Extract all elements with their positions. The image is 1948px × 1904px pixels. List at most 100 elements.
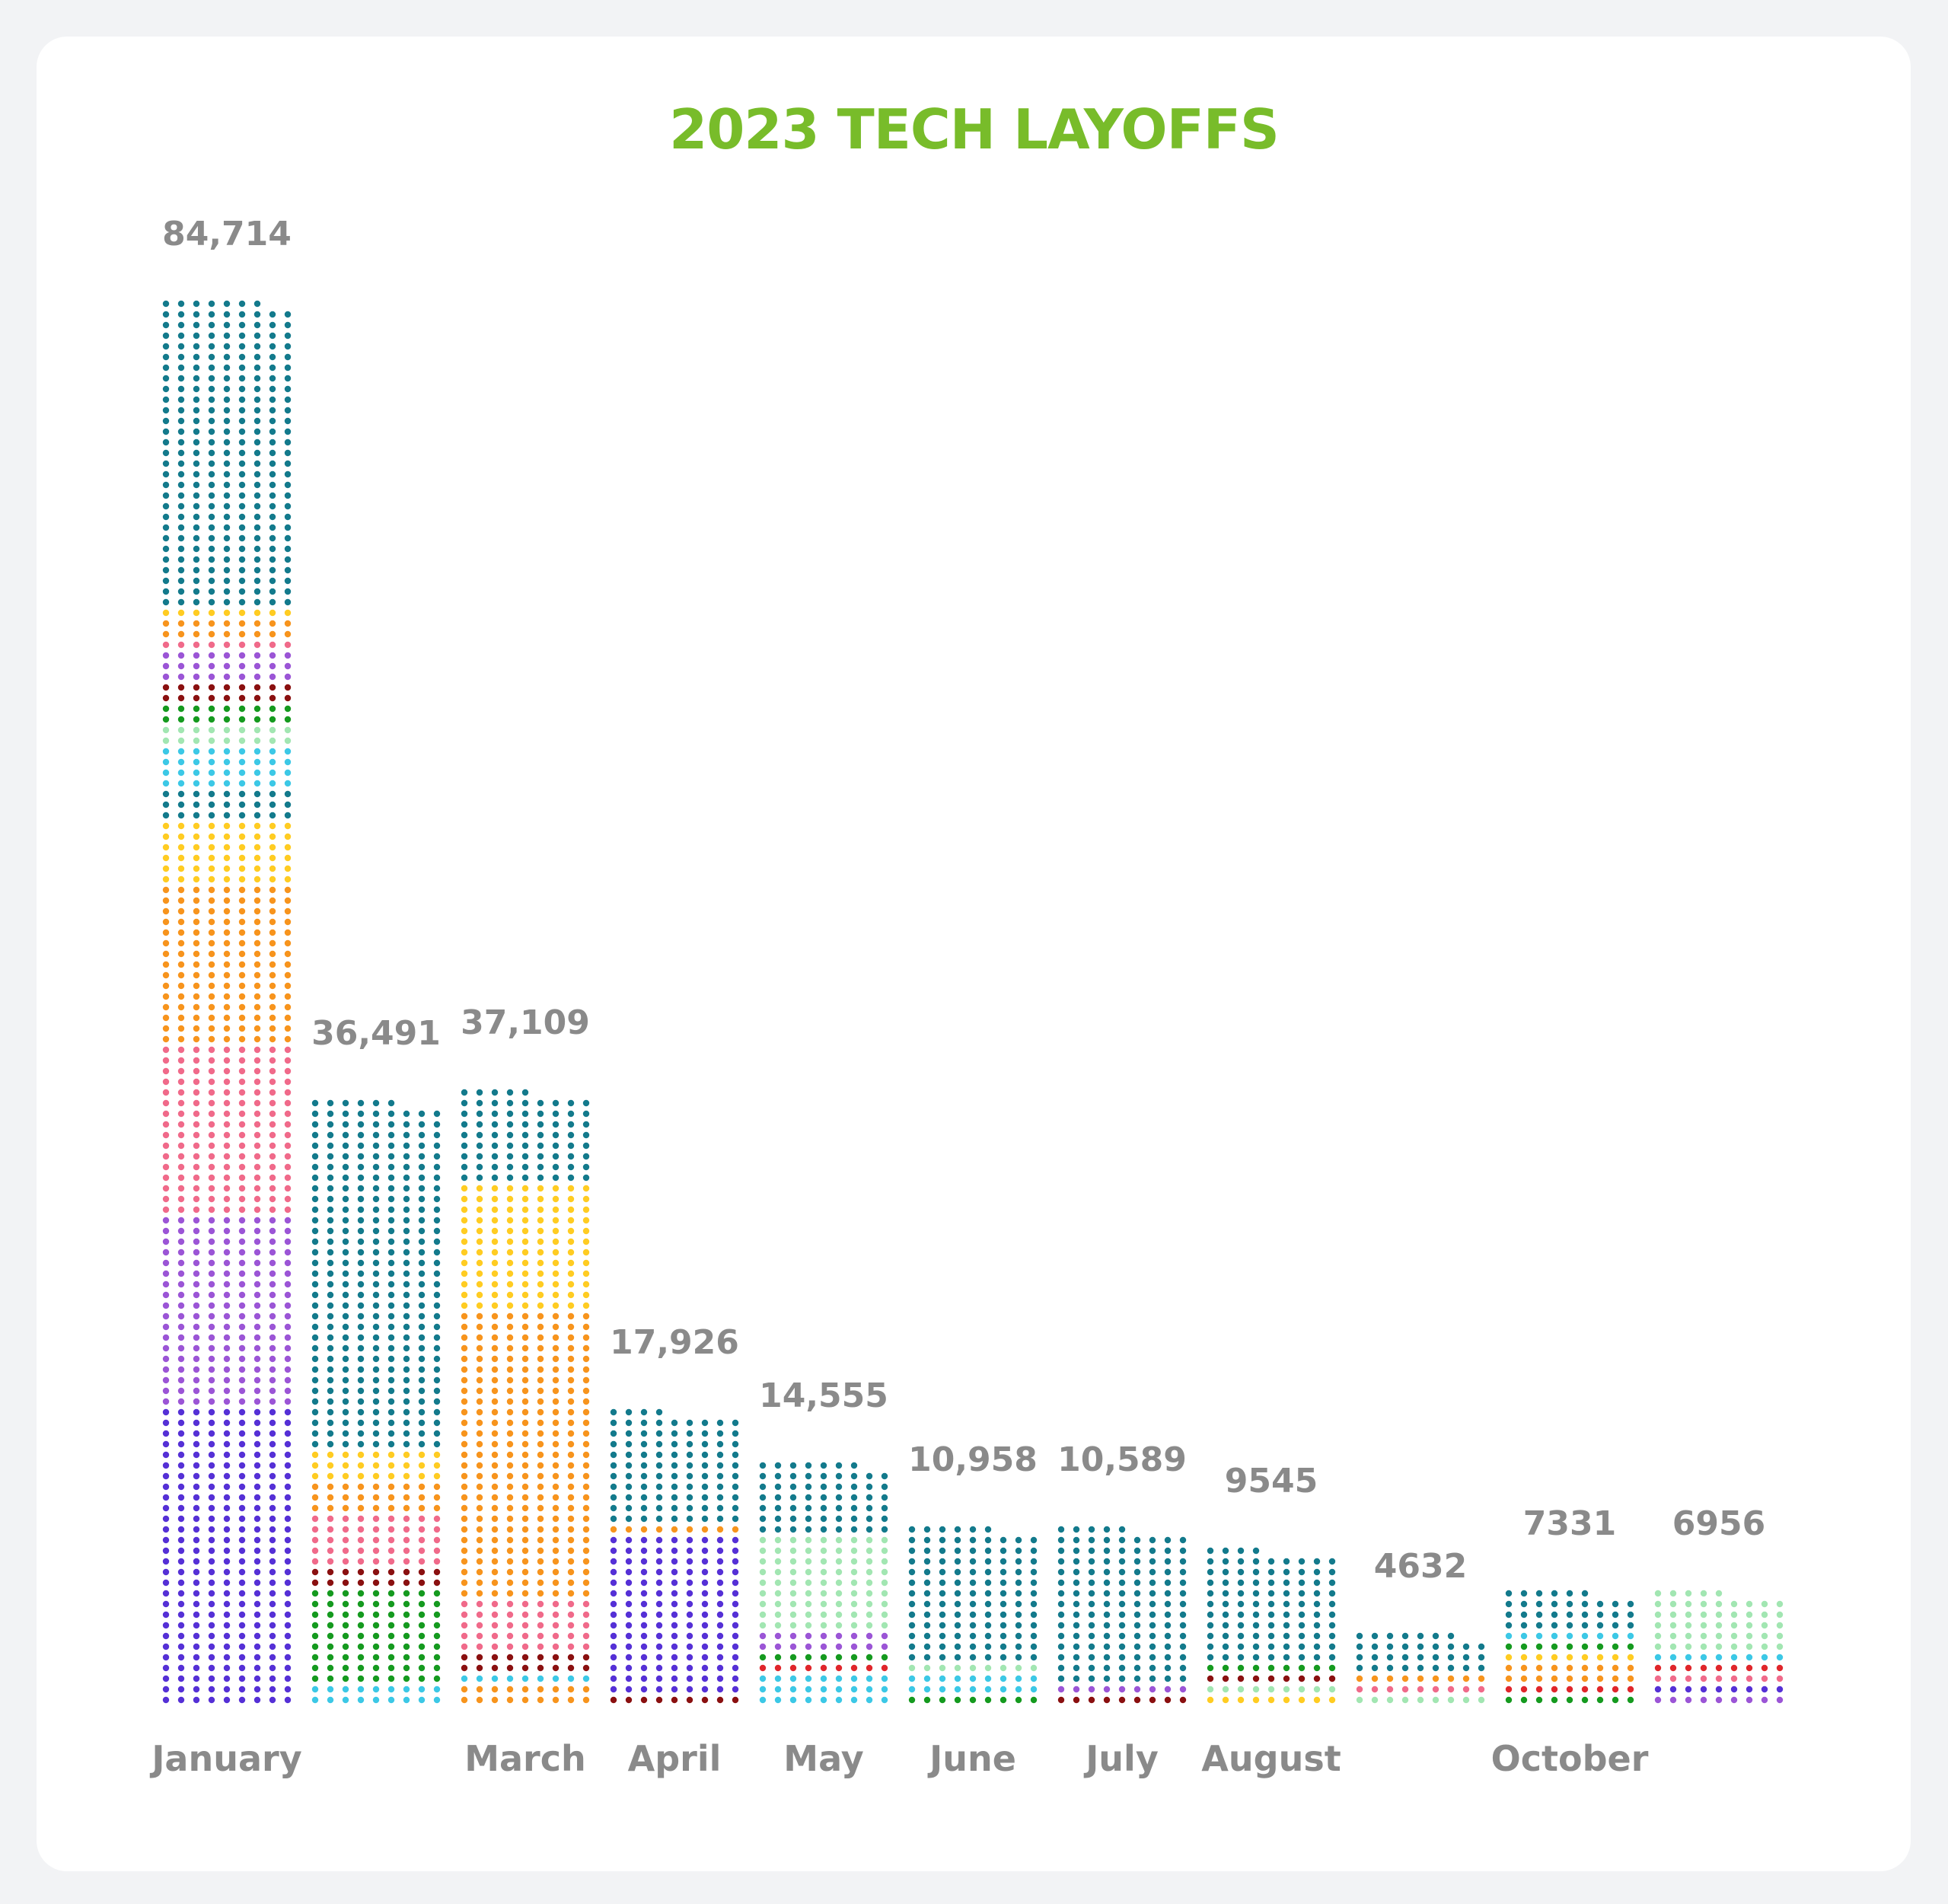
bar-dot xyxy=(162,1579,170,1587)
bar-dot xyxy=(327,1632,334,1640)
bar-dot xyxy=(521,1249,529,1256)
bar-dot xyxy=(461,1291,468,1299)
bar-dot xyxy=(342,1174,349,1182)
bar-dot xyxy=(640,1494,648,1501)
bar-dot xyxy=(789,1558,797,1565)
bar-dot xyxy=(284,1568,292,1576)
bar-dot xyxy=(327,1366,334,1373)
bar-dot xyxy=(238,1195,246,1203)
bar-dot xyxy=(582,1600,590,1608)
bar-dot xyxy=(223,1600,231,1608)
bar-dot xyxy=(491,1398,499,1405)
bar-dot xyxy=(506,1206,514,1214)
bar-dot xyxy=(491,1238,499,1245)
bar-dot xyxy=(208,1451,215,1459)
bar-dot xyxy=(284,1451,292,1459)
bar-dot xyxy=(193,1003,200,1011)
bar-dot xyxy=(1356,1664,1363,1672)
bar-dot xyxy=(208,907,215,915)
bar-dot xyxy=(1669,1622,1677,1629)
bar-dot xyxy=(162,534,170,542)
bar-dot xyxy=(1478,1675,1485,1682)
bar-dot xyxy=(162,1419,170,1427)
bar-dot xyxy=(284,971,292,979)
bar-dot xyxy=(984,1579,992,1587)
bar-dot xyxy=(476,1323,483,1331)
bar-dot xyxy=(208,321,215,329)
bar-dot xyxy=(193,684,200,691)
bar-dot xyxy=(1030,1696,1038,1704)
bar-dot xyxy=(193,1035,200,1043)
bar-dot xyxy=(461,1451,468,1459)
bar-dot xyxy=(223,1280,231,1288)
bar-dot xyxy=(866,1504,873,1512)
bar-dot xyxy=(223,1185,231,1192)
bar-dot xyxy=(671,1568,678,1576)
bar-dot xyxy=(177,1483,185,1491)
bar-dot xyxy=(491,1600,499,1608)
bar-dot xyxy=(238,1078,246,1086)
bar-dot xyxy=(537,1217,544,1224)
bar-dot xyxy=(193,332,200,340)
bar-dot xyxy=(1267,1568,1275,1576)
bar-dot xyxy=(238,385,246,393)
bar-dot xyxy=(162,1526,170,1533)
bar-10 xyxy=(1505,1590,1634,1704)
bar-dot xyxy=(1252,1611,1260,1619)
bar-dot xyxy=(418,1153,426,1160)
bar-dot xyxy=(1149,1622,1156,1629)
bar-dot xyxy=(208,492,215,499)
bar-dot xyxy=(521,1302,529,1309)
bar-dot xyxy=(701,1472,709,1480)
bar-dot xyxy=(506,1632,514,1640)
bar-dot xyxy=(1596,1696,1604,1704)
bar-dot xyxy=(372,1121,380,1128)
bar-dot xyxy=(177,1611,185,1619)
bar-dot xyxy=(582,1291,590,1299)
bar-dot xyxy=(552,1366,560,1373)
bar-dot xyxy=(461,1536,468,1544)
bar-dot xyxy=(193,1611,200,1619)
bar-dot xyxy=(969,1664,977,1672)
bar-dot xyxy=(162,1142,170,1150)
bar-dot xyxy=(820,1504,827,1512)
bar-dot xyxy=(269,790,276,798)
bar-dot xyxy=(567,1568,575,1576)
bar-dot xyxy=(327,1472,334,1480)
bar-dot xyxy=(403,1547,410,1555)
bar-dot xyxy=(403,1568,410,1576)
bar-dot xyxy=(327,1302,334,1309)
bar-dot xyxy=(1149,1558,1156,1565)
bar-dot xyxy=(506,1430,514,1437)
bar-dot xyxy=(1000,1579,1007,1587)
bar-dot xyxy=(1298,1600,1306,1608)
bar-dot xyxy=(1103,1664,1111,1672)
bar-dot xyxy=(1298,1696,1306,1704)
bar-dot xyxy=(1057,1664,1065,1672)
bar-dot xyxy=(418,1355,426,1363)
bar-dot xyxy=(506,1355,514,1363)
bar-dot xyxy=(686,1568,693,1576)
bar-dot xyxy=(686,1472,693,1480)
bar-dot xyxy=(491,1579,499,1587)
bar-dot xyxy=(162,865,170,872)
bar-dot xyxy=(671,1664,678,1672)
bar-dot xyxy=(671,1632,678,1640)
bar-dot xyxy=(253,1312,261,1320)
bar-dot xyxy=(418,1675,426,1682)
bar-dot xyxy=(327,1174,334,1182)
bar-dot xyxy=(253,1174,261,1182)
bar-dot xyxy=(506,1387,514,1395)
bar-dot xyxy=(253,1003,261,1011)
bar-dot xyxy=(162,1131,170,1139)
bar-dot xyxy=(193,1142,200,1150)
bar-dot xyxy=(418,1558,426,1565)
bar-dot xyxy=(789,1664,797,1672)
bar-dot xyxy=(686,1696,693,1704)
bar-dot xyxy=(284,396,292,403)
bar-dot xyxy=(491,1355,499,1363)
bar-dot xyxy=(284,726,292,734)
bar-dot xyxy=(238,854,246,862)
bar-dot xyxy=(552,1675,560,1682)
bar-dot xyxy=(311,1323,319,1331)
